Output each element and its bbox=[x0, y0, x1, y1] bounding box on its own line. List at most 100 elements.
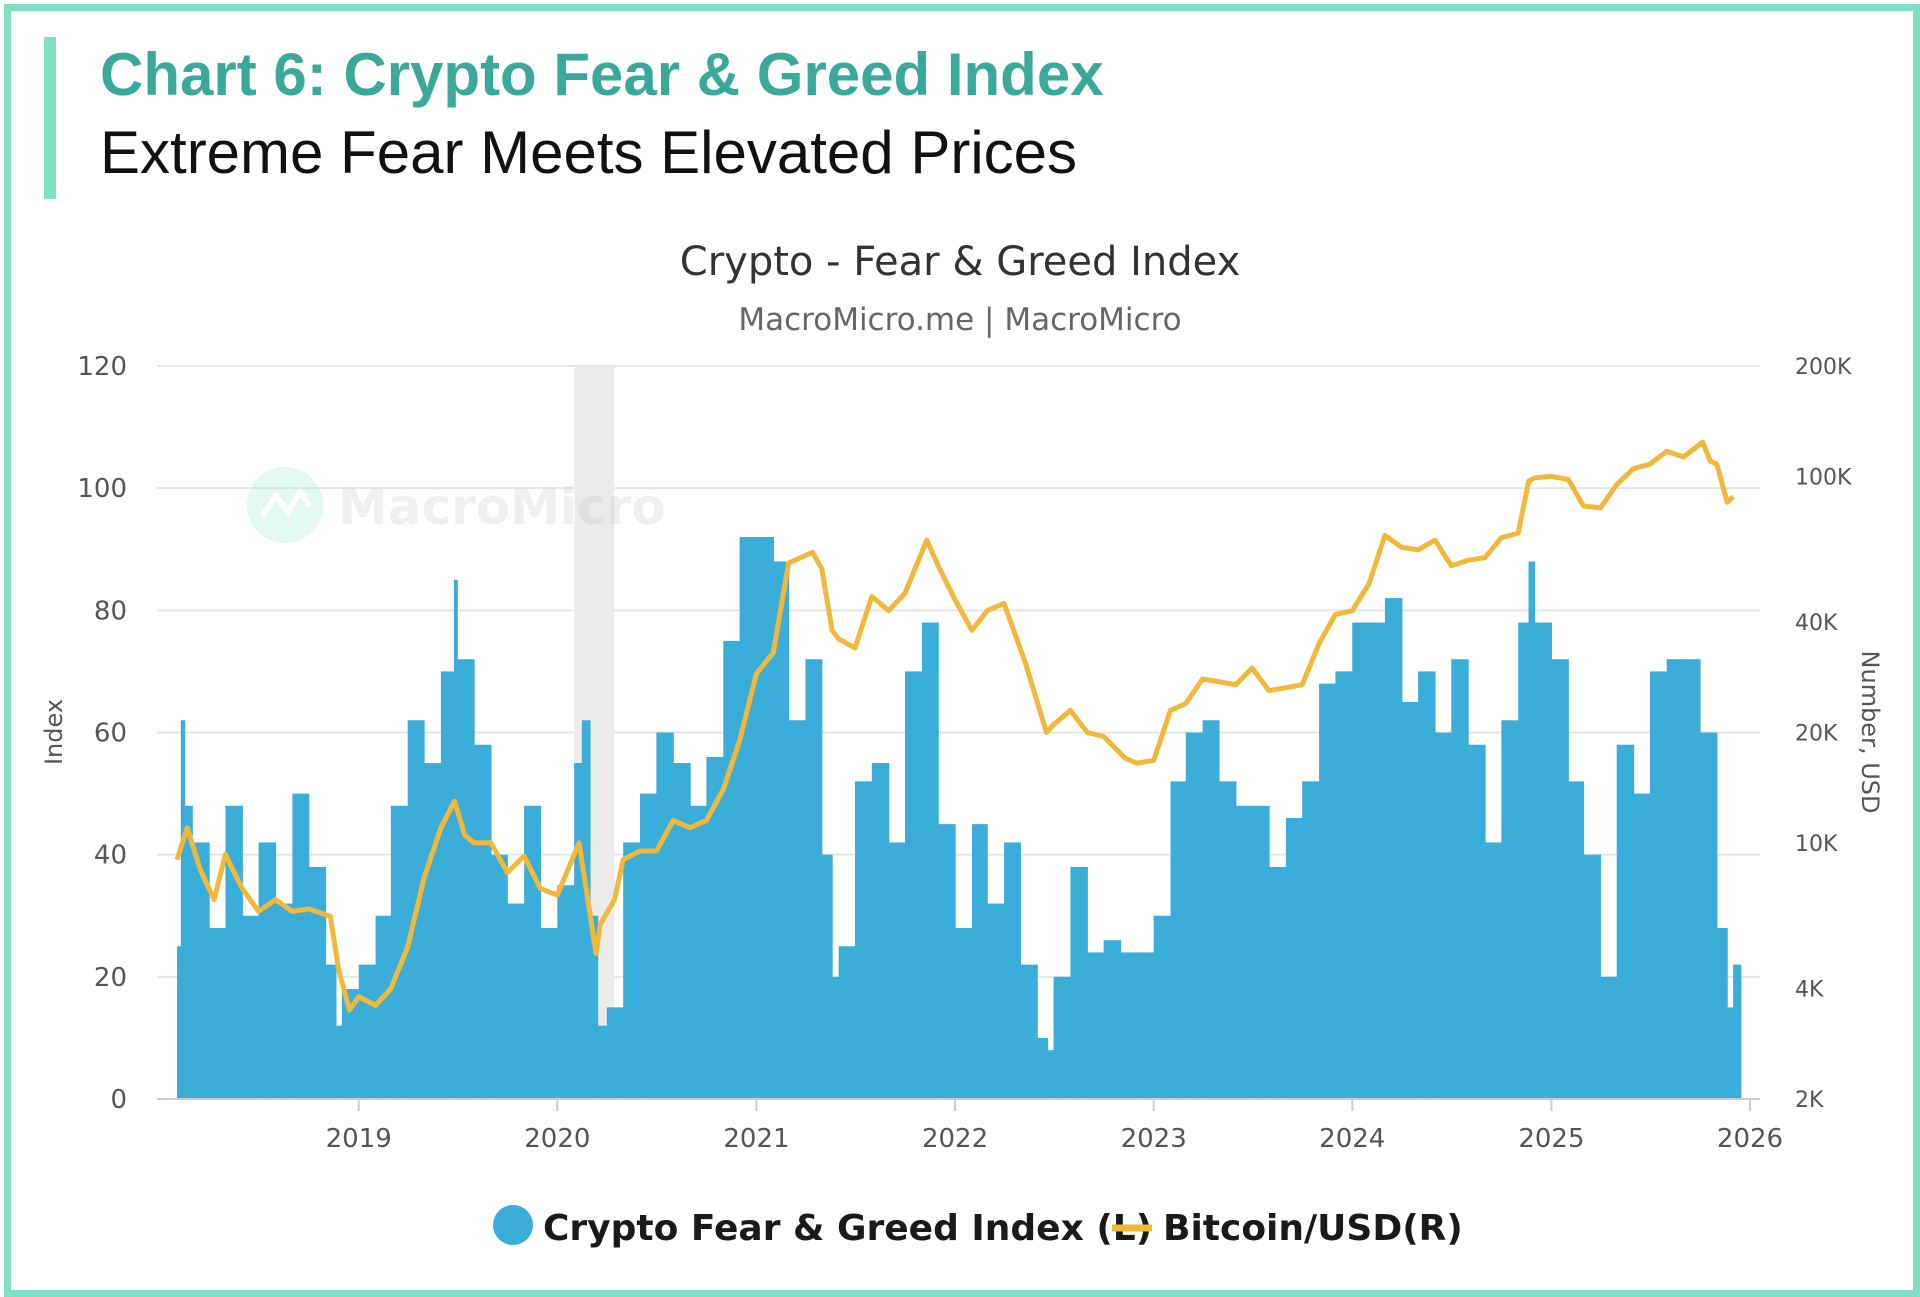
fear-greed-bar bbox=[258, 842, 277, 1099]
fear-greed-bar bbox=[581, 720, 591, 1099]
fear-greed-bar bbox=[1384, 598, 1403, 1099]
y2-tick-label: 4K bbox=[1795, 978, 1824, 1003]
fear-greed-bar bbox=[1583, 854, 1601, 1099]
y2-tick-label: 10K bbox=[1795, 832, 1838, 857]
fear-greed-bar bbox=[1185, 732, 1204, 1099]
fear-greed-bar bbox=[335, 1025, 343, 1099]
bitcoin-line bbox=[174, 439, 1735, 1013]
fear-greed-bar bbox=[723, 640, 741, 1099]
fear-greed-bar bbox=[1600, 976, 1618, 1099]
fear-greed-bar bbox=[1103, 940, 1122, 1099]
watermark-text: MacroMicro bbox=[338, 478, 666, 536]
fear-greed-bar bbox=[540, 927, 558, 1099]
fear-greed-bar bbox=[788, 720, 807, 1099]
fear-greed-bar bbox=[1319, 683, 1336, 1099]
fear-greed-bar bbox=[1202, 720, 1220, 1099]
fear-greed-bar bbox=[325, 964, 337, 1099]
fear-greed-bar bbox=[574, 763, 583, 1099]
fear-greed-bar bbox=[854, 781, 873, 1099]
fear-greed-bar bbox=[1285, 818, 1303, 1099]
fear-greed-bar bbox=[192, 842, 210, 1099]
fear-greed-bar bbox=[1335, 671, 1353, 1099]
fear-greed-bar bbox=[177, 946, 182, 1099]
fear-greed-bar bbox=[921, 622, 939, 1099]
fear-greed-bar bbox=[1269, 866, 1287, 1099]
y2-tick-label: 20K bbox=[1795, 722, 1838, 747]
fear-greed-bar bbox=[1136, 952, 1155, 1099]
fear-greed-bar bbox=[308, 866, 327, 1099]
x-tick-label: 2022 bbox=[922, 1124, 988, 1154]
x-tick-label: 2019 bbox=[326, 1124, 392, 1154]
fear-greed-bar bbox=[805, 659, 823, 1099]
chart-title: Crypto - Fear & Greed Index bbox=[680, 239, 1240, 285]
fear-greed-bar bbox=[1170, 781, 1187, 1099]
fear-greed-bar bbox=[773, 561, 790, 1099]
fear-greed-bar bbox=[1418, 671, 1436, 1099]
fear-greed-bar bbox=[1218, 781, 1237, 1099]
fear-greed-bar bbox=[1649, 671, 1668, 1099]
fear-greed-bar bbox=[1120, 952, 1138, 1099]
fear-greed-bar bbox=[180, 720, 186, 1099]
fear-greed-bar bbox=[1633, 793, 1651, 1099]
watermark: MacroMicro bbox=[247, 467, 666, 543]
fear-greed-bars bbox=[177, 537, 1742, 1099]
fear-greed-bar bbox=[375, 915, 392, 1099]
fear-greed-bar bbox=[275, 903, 293, 1099]
fear-greed-bar bbox=[971, 824, 988, 1099]
y-tick-label: 120 bbox=[77, 352, 127, 382]
fear-greed-bar bbox=[832, 976, 840, 1099]
fear-greed-bar bbox=[1004, 842, 1021, 1099]
fear-greed-bar bbox=[1020, 964, 1038, 1099]
fear-greed-bar bbox=[756, 537, 774, 1099]
fear-greed-bar bbox=[656, 732, 674, 1099]
fear-greed-bar bbox=[1485, 842, 1502, 1099]
fear-greed-bar bbox=[390, 805, 409, 1099]
fear-greed-bar bbox=[524, 805, 542, 1099]
y2-axis-ticks: 2K 4K 10K 20K 40K 100K 200K bbox=[1795, 355, 1852, 1113]
x-tick-label: 2025 bbox=[1518, 1124, 1584, 1154]
fear-greed-bar bbox=[1683, 659, 1701, 1099]
fear-greed-bar bbox=[706, 756, 724, 1099]
fear-greed-bar bbox=[1153, 915, 1172, 1099]
fear-greed-bar bbox=[690, 805, 708, 1099]
x-tick-label: 2026 bbox=[1717, 1124, 1783, 1154]
x-tick-label: 2020 bbox=[524, 1124, 590, 1154]
fear-greed-bar bbox=[1501, 720, 1519, 1099]
fear-greed-bar bbox=[242, 915, 260, 1099]
y2-axis-label: Number, USD bbox=[1856, 651, 1884, 814]
fear-greed-bar bbox=[1733, 964, 1742, 1099]
fear-greed-bar bbox=[673, 763, 691, 1099]
fear-greed-bar bbox=[1568, 781, 1585, 1099]
y-tick-label: 80 bbox=[94, 596, 127, 626]
fear-greed-bar bbox=[1727, 1007, 1734, 1099]
x-tick-label: 2024 bbox=[1319, 1124, 1385, 1154]
y-tick-label: 20 bbox=[94, 963, 127, 993]
fear-greed-bar bbox=[209, 927, 227, 1099]
y-axis-ticks: 0 20 40 60 80 100 120 bbox=[77, 352, 127, 1115]
fear-greed-bar bbox=[490, 854, 508, 1099]
fear-greed-bar bbox=[1699, 732, 1718, 1099]
fear-greed-bar bbox=[184, 805, 193, 1099]
fear-greed-bar bbox=[623, 842, 641, 1099]
fear-greed-bar bbox=[440, 671, 455, 1099]
fear-greed-bar bbox=[424, 763, 442, 1099]
fear-greed-bar bbox=[1252, 805, 1270, 1099]
legend: Crypto Fear & Greed Index (L) Bitcoin/US… bbox=[493, 1205, 1463, 1249]
fear-greed-bar bbox=[1468, 744, 1486, 1099]
fear-greed-bar bbox=[1369, 622, 1386, 1099]
fear-greed-bar bbox=[739, 537, 758, 1099]
y-axis-label: Index bbox=[40, 699, 68, 765]
y2-tick-label: 40K bbox=[1795, 611, 1838, 636]
fear-greed-bar bbox=[597, 1025, 608, 1099]
fear-greed-bar bbox=[905, 671, 923, 1099]
fear-greed-bar bbox=[292, 793, 310, 1099]
fear-greed-bar bbox=[225, 805, 243, 1099]
fear-greed-bar bbox=[838, 946, 856, 1099]
fear-greed-bar bbox=[474, 744, 492, 1099]
figure-subtitle: Extreme Fear Meets Elevated Prices bbox=[100, 119, 1078, 186]
y2-tick-label: 200K bbox=[1795, 355, 1852, 380]
fear-greed-bar bbox=[640, 793, 657, 1099]
fear-greed-bar bbox=[457, 659, 475, 1099]
title-accent-bar bbox=[44, 37, 56, 199]
